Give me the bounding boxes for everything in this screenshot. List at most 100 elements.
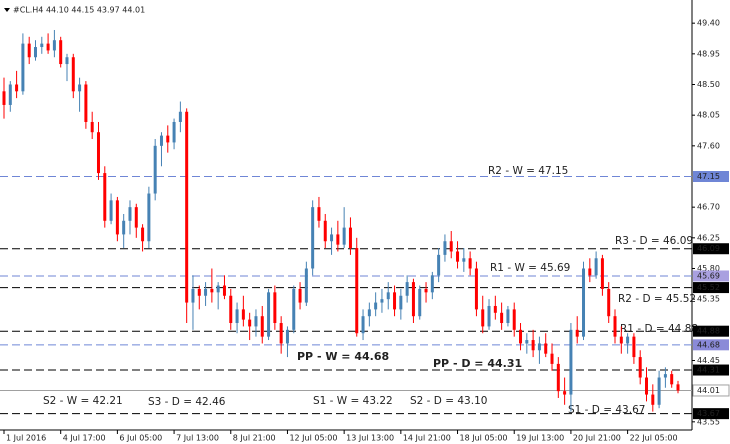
x-tick-label: 20 Jul 21:00 [573, 434, 621, 443]
x-tick-label: 19 Jul 13:00 [516, 434, 564, 443]
price-box [693, 170, 729, 182]
candle-body [330, 234, 334, 242]
x-tick-label: 22 Jul 05:00 [630, 434, 678, 443]
level-label: PP - W = 44.68 [297, 350, 389, 363]
candle-body [178, 111, 182, 122]
candle-body [645, 377, 649, 395]
candle-body [317, 207, 321, 221]
candle-body [651, 394, 655, 405]
candle-body [493, 305, 497, 313]
price-box-label: 45.52 [697, 283, 720, 292]
price-box-label: 46.09 [697, 244, 720, 253]
candle-body [65, 57, 69, 65]
price-box-label: 43.67 [697, 409, 720, 418]
level-label: S2 - D = 43.10 [410, 395, 487, 407]
y-tick-label: 45.80 [697, 264, 720, 273]
candle-body [153, 145, 157, 194]
y-tick-label: 43.55 [697, 417, 720, 426]
y-tick-label: 44.45 [697, 356, 720, 365]
candle-body [115, 200, 119, 235]
candle-body [632, 336, 636, 358]
y-tick-label: 46.25 [697, 233, 720, 242]
candle-body [254, 316, 258, 327]
candle-body [462, 258, 466, 262]
candle-body [336, 234, 340, 245]
candle-body [449, 241, 453, 252]
candle-body [109, 200, 113, 221]
candle-body [348, 227, 352, 249]
candle-body [78, 84, 82, 92]
candle-body [594, 258, 598, 276]
candle-body [8, 84, 12, 105]
candle-body [84, 84, 88, 122]
candle-body [613, 316, 617, 337]
candle-body [33, 47, 37, 58]
candle-body [304, 268, 308, 303]
level-label: R3 - D = 46.09 [615, 235, 693, 247]
x-tick-label: 6 Jul 05:00 [119, 434, 162, 443]
price-box-label: 44.68 [697, 340, 720, 349]
candle-body [424, 288, 428, 293]
candle-body [367, 309, 371, 317]
candle-body [342, 227, 346, 245]
candle-body [525, 340, 529, 344]
price-box [693, 364, 729, 376]
candle-body [361, 316, 365, 334]
candle-body [2, 91, 6, 105]
candle-body [569, 329, 573, 395]
price-box [693, 408, 729, 420]
candle-body [374, 302, 378, 310]
candle-body [15, 84, 19, 92]
candle-body [393, 292, 397, 310]
x-tick-label: 14 Jul 21:00 [403, 434, 451, 443]
candle-body [600, 258, 604, 289]
y-tick-label: 47.60 [697, 141, 720, 150]
price-box-label: 45.69 [697, 271, 720, 280]
candle-body [241, 309, 245, 320]
candle-body [141, 227, 145, 242]
x-tick-label: 7 Jul 13:00 [176, 434, 219, 443]
level-label: S1 - D = 43.67 [568, 404, 645, 416]
candle-body [298, 288, 302, 303]
candle-body [191, 288, 195, 303]
candle-body [481, 309, 485, 327]
candle-body [96, 132, 100, 174]
candle-body [134, 207, 138, 228]
candle-body [474, 268, 478, 310]
candle-body [418, 288, 422, 317]
candle-body [172, 121, 176, 143]
candle-body [21, 43, 25, 92]
candle-body [588, 268, 592, 276]
candle-body [512, 309, 516, 330]
y-tick-label: 46.70 [697, 203, 720, 212]
candle-body [59, 40, 63, 65]
y-tick-label: 49.40 [697, 19, 720, 28]
candle-body [437, 254, 441, 276]
candle-body [285, 329, 289, 344]
level-label: S1 - W = 43.22 [313, 395, 393, 407]
x-tick-label: 1 Jul 2016 [6, 434, 46, 443]
candle-body [260, 316, 264, 337]
candle-body [122, 220, 126, 235]
candle-body [323, 220, 327, 242]
candle-body [405, 282, 409, 296]
price-box-label: 44.88 [697, 327, 720, 336]
candle-body [537, 343, 541, 351]
level-label: R2 - D = 45.52 [618, 293, 696, 305]
level-label: R2 - W = 47.15 [488, 165, 568, 177]
candle-body [27, 43, 31, 58]
x-tick-label: 12 Jul 05:00 [289, 434, 337, 443]
candle-body [531, 340, 535, 351]
candle-body [204, 288, 208, 296]
candle-body [456, 251, 460, 262]
candle-body [399, 295, 403, 310]
candle-body [355, 248, 359, 334]
x-tick-label: 8 Jul 21:00 [233, 434, 276, 443]
candle-body [235, 309, 239, 324]
candle-body [676, 384, 680, 391]
candle-body [46, 43, 50, 51]
level-label: R1 - W = 45.69 [490, 262, 570, 274]
price-box-label: 44.01 [697, 386, 720, 395]
